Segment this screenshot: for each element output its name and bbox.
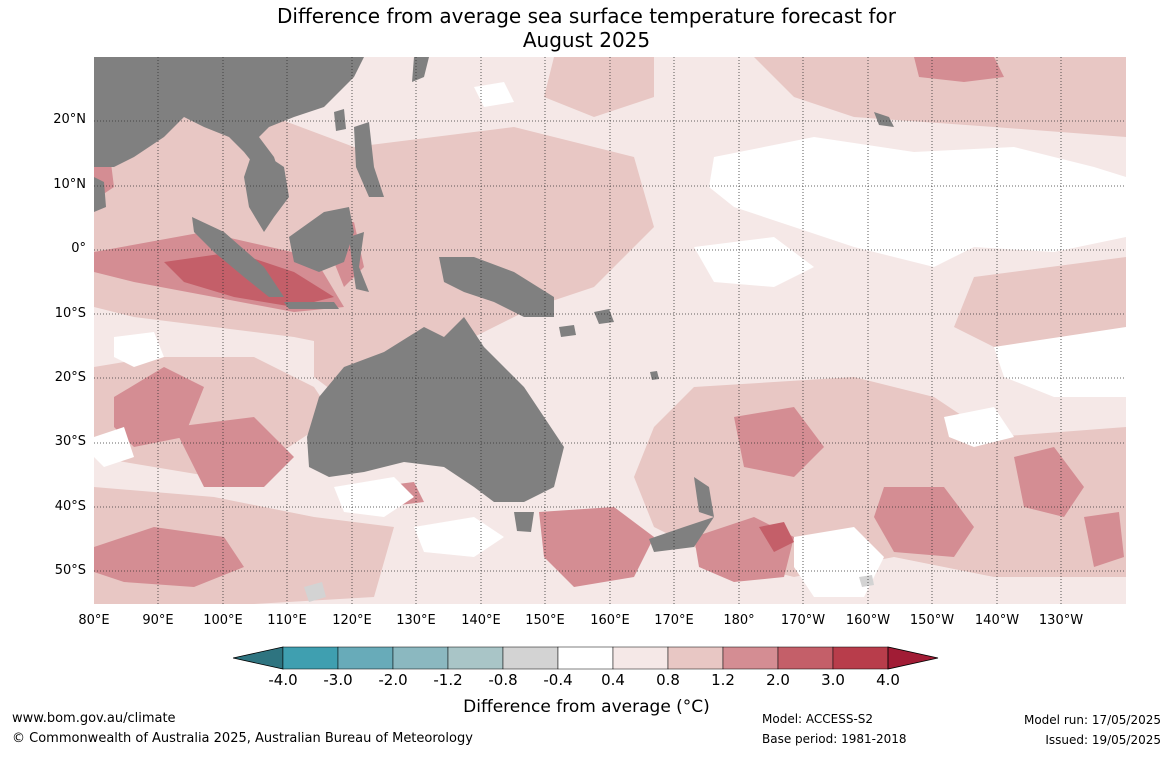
lon-label-170w: 170°W [780, 613, 826, 628]
colorbar-tick: -4.0 [268, 671, 298, 689]
anomaly-cool-patches [304, 575, 874, 602]
lon-label-120e: 120°E [332, 613, 372, 628]
lat-label-20s: 20°S [54, 370, 86, 385]
anomaly-neutral-patches [94, 82, 1126, 597]
colorbar-swatch-3 [392, 646, 449, 670]
title-line-1: Difference from average sea surface temp… [276, 4, 896, 28]
lon-label-150w: 150°W [909, 613, 955, 628]
colorbar-swatch-10 [777, 646, 834, 670]
lat-label-50s: 50°S [54, 563, 86, 578]
copyright-text: © Commonwealth of Australia 2025, Austra… [12, 731, 473, 746]
colorbar-swatch-6 [557, 646, 614, 670]
lat-label-20n: 20°N [53, 112, 86, 127]
colorbar-graphic [232, 646, 939, 670]
graticule [94, 57, 1126, 604]
colorbar-tick: 0.8 [656, 671, 680, 689]
colorbar-swatch-8 [667, 646, 724, 670]
colorbar-swatch-2 [337, 646, 394, 670]
lon-label-90e: 90°E [142, 613, 174, 628]
lon-label-110e: 110°E [267, 613, 307, 628]
colorbar-swatch-9 [722, 646, 779, 670]
lat-label-0: 0° [71, 241, 86, 256]
title-line-2: August 2025 [522, 28, 651, 52]
lon-label-160w: 160°W [845, 613, 891, 628]
colorbar-max-arrow [887, 646, 939, 670]
colorbar-label: Difference from average (°C) [463, 697, 710, 717]
model-run-text: Model run: 17/05/2025 [1023, 713, 1161, 727]
colorbar-min-arrow [232, 646, 284, 670]
lon-label-170e: 170°E [654, 613, 694, 628]
colorbar-tick: 0.4 [601, 671, 625, 689]
colorbar-tick: -3.0 [323, 671, 353, 689]
colorbar-swatch-1 [282, 646, 339, 670]
colorbar-tick: 1.2 [711, 671, 735, 689]
lat-label-40s: 40°S [54, 499, 86, 514]
lat-label-10n: 10°N [53, 177, 86, 192]
website-link[interactable]: www.bom.gov.au/climate [12, 711, 176, 726]
issued-text: Issued: 19/05/2025 [1045, 733, 1161, 747]
base-period-text: Base period: 1981-2018 [762, 732, 907, 746]
colorbar-tick: 2.0 [766, 671, 790, 689]
colorbar-tick: -1.2 [433, 671, 463, 689]
lon-label-130e: 130°E [396, 613, 436, 628]
lat-label-30s: 30°S [54, 434, 86, 449]
colorbar-tick: 4.0 [876, 671, 900, 689]
lon-label-150e: 150°E [525, 613, 565, 628]
colorbar-swatch-5 [502, 646, 559, 670]
colorbar-swatch-11 [832, 646, 889, 670]
colorbar-tick: 3.0 [821, 671, 845, 689]
colorbar-tick: -0.8 [488, 671, 518, 689]
lon-label-100e: 100°E [203, 613, 243, 628]
map-canvas [94, 57, 1126, 604]
lon-label-130w: 130°W [1038, 613, 1084, 628]
lon-label-140w: 140°W [974, 613, 1020, 628]
colorbar [232, 645, 939, 675]
colorbar-tick: -0.4 [543, 671, 573, 689]
lon-label-140e: 140°E [461, 613, 501, 628]
map-title: Difference from average sea surface temp… [0, 4, 1173, 52]
model-text: Model: ACCESS-S2 [762, 712, 874, 726]
colorbar-swatch-4 [447, 646, 504, 670]
lon-label-80e: 80°E [78, 613, 110, 628]
colorbar-swatch-7 [612, 646, 669, 670]
colorbar-tick: -2.0 [378, 671, 408, 689]
sst-anomaly-map [94, 57, 1126, 604]
lon-label-180: 180° [723, 613, 755, 628]
lat-label-10s: 10°S [54, 306, 86, 321]
lon-label-160e: 160°E [590, 613, 630, 628]
